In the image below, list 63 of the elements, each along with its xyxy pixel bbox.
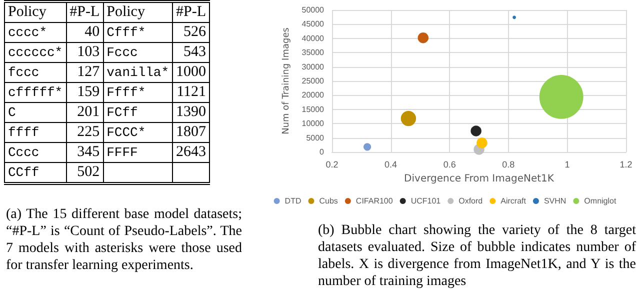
legend-label: SVHN [544, 196, 566, 206]
text: Policy [103, 2, 173, 22]
text: 2643 [172, 142, 210, 162]
text: 127 [66, 62, 104, 82]
text: 1807 [172, 122, 210, 142]
legend-label: DTD [284, 196, 302, 206]
legend-label: CIFAR100 [356, 196, 394, 206]
text: C [4, 102, 66, 122]
text: Cccc [4, 142, 66, 162]
text: ffff [4, 122, 66, 142]
text: 159 [66, 82, 104, 102]
legend-label: Aircraft [500, 196, 527, 206]
text: 543 [172, 42, 210, 62]
text: 526 [172, 22, 210, 42]
x-axis-title: Divergence From ImageNet1K [404, 174, 554, 184]
y-tick-label: 40000 [302, 34, 325, 43]
text: Policy [4, 2, 66, 22]
text: 1390 [172, 102, 210, 122]
y-tick-label: 20000 [302, 90, 325, 100]
text: cccc* [4, 22, 66, 42]
text: cfffff* [4, 82, 66, 102]
text: 1000 [172, 62, 210, 82]
text: 201 [66, 102, 104, 122]
legend-label: UCF101 [410, 196, 442, 206]
y-tick-label: 35000 [302, 48, 325, 58]
x-tick-label: 1.2 [620, 160, 632, 170]
text: 1121 [172, 82, 210, 102]
text: Ffff* [103, 82, 173, 102]
text: vanilla* [103, 62, 173, 82]
y-tick-label: 15000 [302, 104, 325, 114]
text: (a) The 15 different base model datasets; “#P-L” is “Count of Pseudo-Labels”. The 7 models with asterisks were those used for transfer learning experiments. [6, 206, 242, 274]
x-tick-label: 0.2 [326, 160, 338, 170]
x-tick-label: 0.4 [384, 160, 398, 170]
text: #P-L [172, 2, 210, 22]
text: cccccc* [4, 42, 66, 62]
y-tick-label: 30000 [302, 62, 325, 72]
x-tick-label: 0.8 [502, 160, 515, 170]
y-tick-label: 5000 [306, 133, 325, 142]
x-tick-label: 1 [564, 160, 570, 170]
text: 345 [66, 142, 104, 162]
text: Cfff* [103, 22, 173, 42]
text: 225 [66, 122, 104, 142]
text: CCff [4, 162, 66, 184]
text: 40 [66, 22, 104, 42]
x-tick-label: 0.6 [443, 160, 456, 170]
text: Fccc [103, 42, 173, 62]
text: #P-L [66, 2, 104, 22]
text: 502 [66, 162, 104, 184]
y-tick-label: 45000 [302, 20, 325, 29]
y-tick-label: 50000 [302, 6, 325, 14]
text: 103 [66, 42, 104, 62]
y-axis-title: Num of Training Images [281, 27, 292, 134]
text: FCCC* [103, 122, 173, 142]
text: FFFF [103, 142, 173, 162]
y-tick-label: 0 [320, 148, 325, 156]
y-tick-label: 25000 [302, 76, 325, 86]
legend-label: Oxford [458, 196, 483, 206]
text: FCff [103, 102, 173, 122]
text: (b) Bubble chart showing the variety of the 8 target datasets evaluated. Size of bubble indicates number of labels. X is divergence from ImageNet1K, and Y is the number of training images [318, 222, 636, 290]
text: fccc [4, 62, 66, 82]
y-tick-label: 10000 [302, 119, 325, 128]
legend-label: Cubs [319, 196, 338, 206]
legend-label: Omniglot [584, 196, 617, 206]
